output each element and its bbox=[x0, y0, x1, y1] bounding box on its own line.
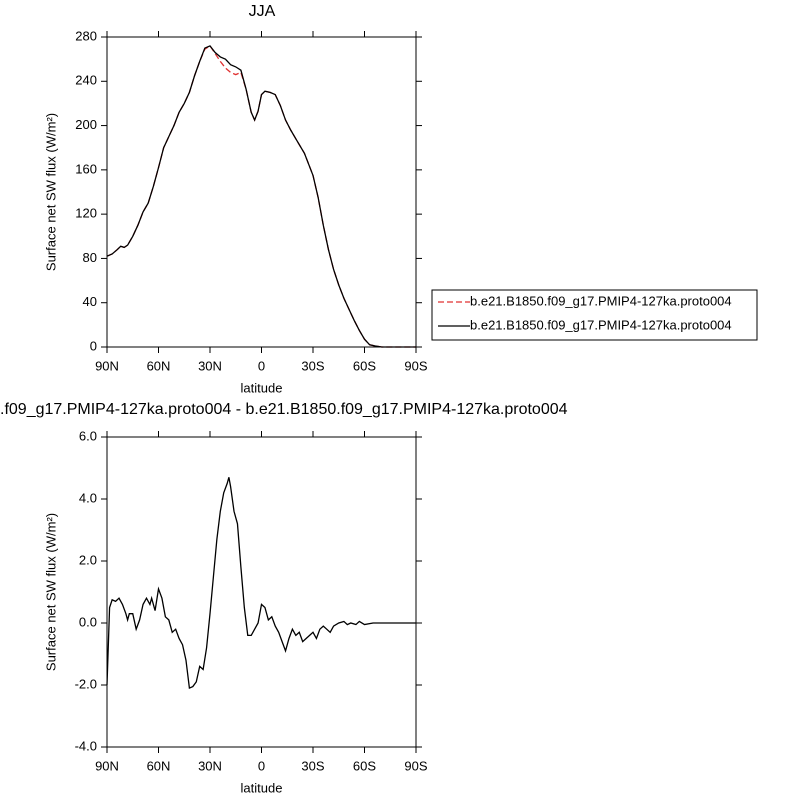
x-tick-label: 30S bbox=[301, 758, 324, 773]
y-tick-label: 2.0 bbox=[79, 552, 97, 567]
plot-frame bbox=[106, 436, 417, 748]
x-tick-label: 30S bbox=[301, 358, 324, 373]
y-tick-label: -4.0 bbox=[75, 738, 97, 753]
y-tick-label: 0.0 bbox=[79, 614, 97, 629]
legend-box bbox=[431, 289, 758, 341]
x-tick-label: 30N bbox=[198, 358, 222, 373]
data-line bbox=[106, 44, 416, 348]
data-line bbox=[106, 45, 416, 348]
y-tick-label: 200 bbox=[75, 117, 97, 132]
x-tick-label: 0 bbox=[258, 758, 265, 773]
y-tick-label: 0 bbox=[90, 338, 97, 353]
x-tick-label: 0 bbox=[258, 358, 265, 373]
x-tick-label: 90S bbox=[404, 358, 427, 373]
x-axis-label: latitude bbox=[241, 380, 283, 395]
x-tick-label: 60N bbox=[147, 358, 171, 373]
chart-title: JJA bbox=[249, 3, 276, 20]
x-tick-label: 90S bbox=[404, 758, 427, 773]
x-tick-label: 60S bbox=[353, 758, 376, 773]
y-tick-label: -2.0 bbox=[75, 676, 97, 691]
y-tick-label: 80 bbox=[83, 250, 97, 265]
y-tick-label: 120 bbox=[75, 206, 97, 221]
legend: b.e21.B1850.f09_g17.PMIP4-127ka.proto004… bbox=[431, 289, 758, 341]
plot-frame bbox=[106, 36, 417, 348]
x-axis-label: latitude bbox=[241, 780, 283, 795]
y-tick-label: 160 bbox=[75, 161, 97, 176]
x-tick-label: 30N bbox=[198, 758, 222, 773]
x-tick-label: 60N bbox=[147, 758, 171, 773]
data-line bbox=[106, 477, 416, 690]
y-axis-label: Surface net SW flux (W/m²) bbox=[43, 113, 58, 271]
y-tick-label: 280 bbox=[75, 28, 97, 43]
y-tick-label: 40 bbox=[83, 294, 97, 309]
y-tick-label: 240 bbox=[75, 73, 97, 88]
y-axis-label: Surface net SW flux (W/m²) bbox=[43, 513, 58, 671]
legend-label: b.e21.B1850.f09_g17.PMIP4-127ka.proto004 bbox=[470, 317, 732, 332]
x-tick-label: 90N bbox=[95, 358, 119, 373]
y-tick-label: 4.0 bbox=[79, 490, 97, 505]
x-tick-label: 90N bbox=[95, 758, 119, 773]
x-tick-label: 60S bbox=[353, 358, 376, 373]
y-tick-label: 6.0 bbox=[79, 428, 97, 443]
legend-label: b.e21.B1850.f09_g17.PMIP4-127ka.proto004 bbox=[470, 293, 732, 308]
chart-title: .f09_g17.PMIP4-127ka.proto004 - b.e21.B1… bbox=[0, 401, 568, 418]
